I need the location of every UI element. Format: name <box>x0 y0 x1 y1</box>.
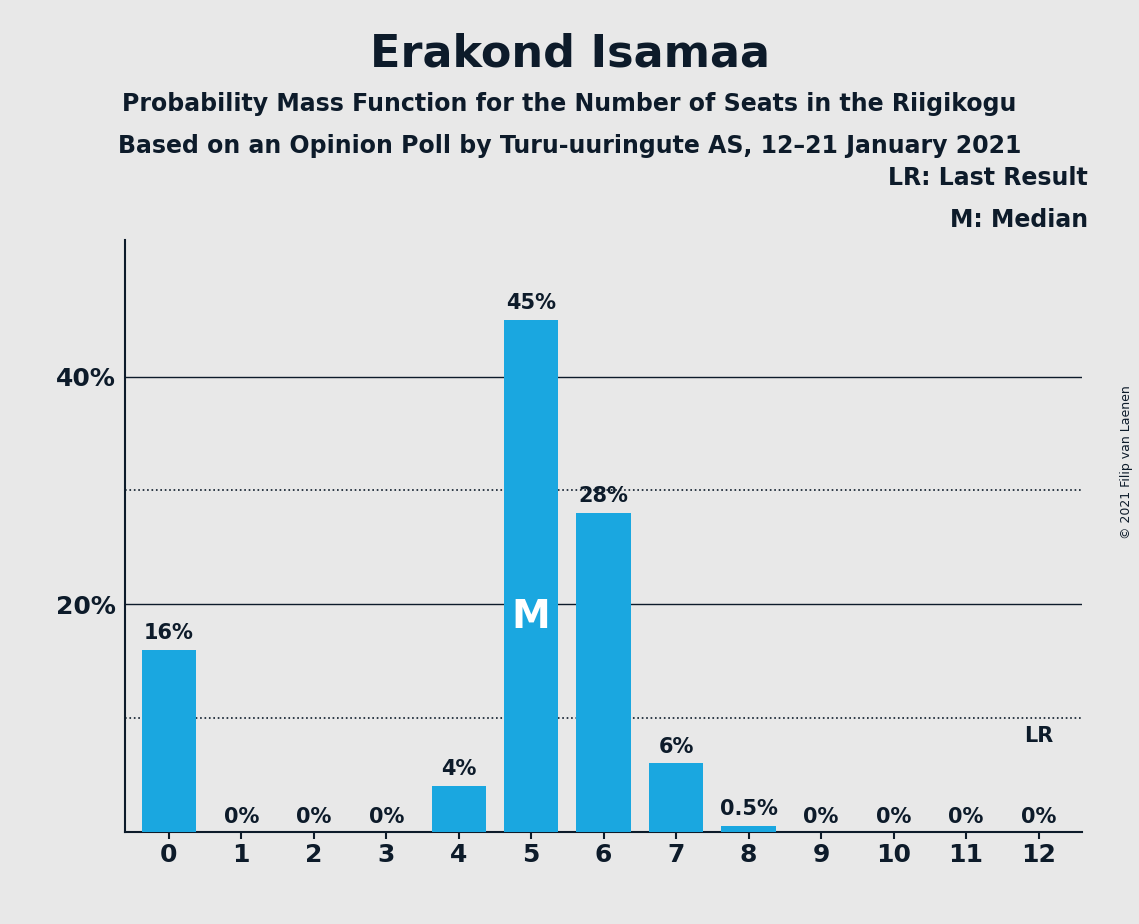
Text: 0%: 0% <box>1021 807 1056 827</box>
Text: LR: LR <box>1024 726 1054 747</box>
Text: 0%: 0% <box>803 807 838 827</box>
Text: 6%: 6% <box>658 736 694 757</box>
Bar <box>649 763 703 832</box>
Text: M: M <box>511 598 550 636</box>
Text: © 2021 Filip van Laenen: © 2021 Filip van Laenen <box>1121 385 1133 539</box>
Text: Probability Mass Function for the Number of Seats in the Riigikogu: Probability Mass Function for the Number… <box>122 92 1017 116</box>
Text: 16%: 16% <box>144 623 194 643</box>
Text: 45%: 45% <box>506 293 556 313</box>
Text: 28%: 28% <box>579 486 629 506</box>
Text: 0%: 0% <box>223 807 259 827</box>
Text: 0.5%: 0.5% <box>720 799 778 819</box>
Bar <box>576 513 631 832</box>
Text: 0%: 0% <box>949 807 984 827</box>
Bar <box>141 650 196 832</box>
Text: 4%: 4% <box>441 760 476 779</box>
Bar <box>432 786 486 832</box>
Text: 0%: 0% <box>296 807 331 827</box>
Text: 0%: 0% <box>876 807 911 827</box>
Text: Erakond Isamaa: Erakond Isamaa <box>369 32 770 76</box>
Text: Based on an Opinion Poll by Turu-uuringute AS, 12–21 January 2021: Based on an Opinion Poll by Turu-uuringu… <box>117 134 1022 158</box>
Bar <box>721 826 776 832</box>
Text: M: Median: M: Median <box>950 208 1088 232</box>
Text: LR: Last Result: LR: Last Result <box>888 166 1088 190</box>
Text: 0%: 0% <box>369 807 404 827</box>
Bar <box>505 320 558 832</box>
